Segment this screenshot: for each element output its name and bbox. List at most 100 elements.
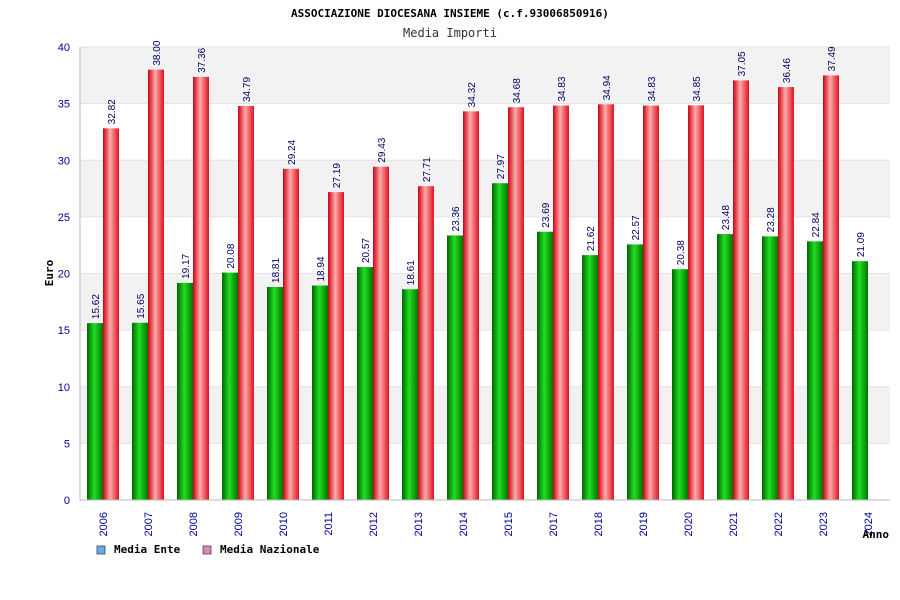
bar-media-nazionale (418, 186, 434, 500)
grid-band (80, 273, 890, 331)
bar-media-nazionale (823, 75, 839, 500)
legend-label-media-nazionale: Media Nazionale (220, 543, 320, 556)
x-tick-label: 2010 (278, 512, 290, 536)
y-tick-label: 30 (58, 155, 70, 167)
data-label-media-nazionale: 29.24 (287, 139, 298, 164)
bar-media-nazionale (283, 168, 299, 500)
x-tick-label: 2011 (323, 512, 335, 536)
data-label-media-nazionale: 34.32 (467, 82, 478, 107)
data-label-media-nazionale: 34.85 (692, 76, 703, 101)
chart-subtitle: Media Importi (403, 26, 497, 40)
x-tick-label: 2015 (503, 512, 515, 536)
bar-media-ente (132, 322, 148, 500)
grid-band (80, 160, 890, 217)
bar-media-nazionale (103, 128, 119, 500)
data-label-media-nazionale: 34.83 (647, 76, 658, 101)
bar-media-nazionale (148, 69, 164, 501)
data-label-media-nazionale: 27.71 (422, 157, 433, 182)
bar-media-nazionale (328, 192, 344, 501)
chart-title: ASSOCIAZIONE DIOCESANA INSIEME (c.f.9300… (291, 7, 609, 20)
data-label-media-ente: 23.28 (766, 207, 777, 232)
x-tick-label: 2021 (728, 512, 740, 536)
legend-label-media-ente: Media Ente (114, 543, 181, 556)
x-tick-label: 2023 (818, 512, 830, 536)
data-label-media-nazionale: 37.36 (197, 47, 208, 72)
data-label-media-ente: 23.36 (451, 206, 462, 231)
legend-swatch-media-nazionale (202, 545, 212, 555)
data-label-media-nazionale: 37.05 (737, 51, 748, 76)
bar-media-ente (312, 285, 328, 500)
y-tick-label: 10 (58, 382, 70, 394)
data-label-media-ente: 22.57 (631, 215, 642, 240)
bar-media-ente (87, 323, 103, 500)
x-axis-label: Anno (863, 528, 890, 541)
x-tick-label: 2018 (593, 512, 605, 536)
x-axis-ticks: 2006 2007 2008 2009 2010 2011 2012 2013 2014 2015… (98, 512, 875, 536)
data-label-media-nazionale: 34.83 (557, 76, 568, 101)
y-tick-label: 20 (58, 269, 70, 281)
x-tick-label: 2017 (548, 512, 560, 536)
x-tick-label: 2020 (683, 512, 695, 536)
x-tick-label: 2024 (863, 512, 875, 536)
data-label-media-ente: 21.09 (856, 232, 867, 257)
y-axis-label: Euro (43, 259, 56, 286)
bar-media-ente (357, 267, 373, 500)
x-tick-label: 2009 (233, 512, 245, 536)
bar-media-ente (582, 255, 598, 500)
bar-media-nazionale (373, 166, 389, 500)
data-label-media-ente: 20.38 (676, 240, 687, 265)
legend-swatch-media-ente (96, 545, 106, 555)
bar-media-ente (672, 269, 688, 500)
data-label-media-ente: 23.48 (721, 205, 732, 230)
data-label-media-ente: 22.84 (811, 212, 822, 237)
bars (87, 69, 868, 501)
data-label-media-ente: 20.08 (226, 243, 237, 268)
data-labels: 15.62 32.82 15.65 38.00 19.17 37.36 20.08 34.79… (91, 40, 867, 319)
grid-bands (80, 47, 890, 444)
y-tick-label: 5 (64, 438, 70, 450)
bar-media-ente (627, 244, 643, 500)
data-label-media-ente: 23.69 (541, 202, 552, 227)
bar-media-ente (177, 282, 193, 500)
x-tick-label: 2008 (188, 512, 200, 536)
data-label-media-nazionale: 34.79 (242, 77, 253, 102)
data-label-media-ente: 18.94 (316, 256, 327, 281)
data-label-media-nazionale: 37.49 (827, 46, 838, 71)
bar-media-ente (402, 289, 418, 500)
data-label-media-nazionale: 29.43 (377, 137, 388, 162)
legend: Media Ente Media Nazionale (96, 543, 320, 556)
data-label-media-ente: 15.65 (136, 293, 147, 318)
data-label-media-ente: 19.17 (181, 253, 192, 278)
data-label-media-nazionale: 32.82 (107, 99, 118, 124)
data-label-media-ente: 15.62 (91, 294, 102, 319)
bar-media-ente (447, 235, 463, 500)
bar-media-nazionale (508, 107, 524, 501)
bar-media-ente (537, 231, 553, 500)
bar-media-ente (852, 261, 868, 500)
y-tick-label: 35 (58, 99, 70, 111)
data-label-media-nazionale: 34.94 (602, 75, 613, 100)
data-label-media-nazionale: 36.46 (782, 58, 793, 83)
data-label-media-nazionale: 27.19 (332, 163, 343, 188)
x-tick-label: 2019 (638, 512, 650, 536)
bar-media-ente (762, 236, 778, 500)
data-label-media-nazionale: 38.00 (152, 40, 163, 65)
bar-media-nazionale (598, 104, 614, 500)
data-label-media-nazionale: 34.68 (512, 78, 523, 103)
bar-media-nazionale (733, 80, 749, 500)
y-tick-label: 15 (58, 325, 70, 337)
x-tick-label: 2013 (413, 512, 425, 536)
y-axis-ticks: 0 5 10 15 20 25 30 35 40 (58, 42, 70, 507)
data-label-media-ente: 27.97 (496, 154, 507, 179)
bar-media-nazionale (643, 105, 659, 501)
bar-media-ente (222, 272, 238, 500)
bar-media-nazionale (238, 106, 254, 501)
x-tick-label: 2022 (773, 512, 785, 536)
bar-media-nazionale (553, 105, 569, 501)
bar-media-ente (717, 234, 733, 501)
y-tick-label: 0 (64, 495, 70, 507)
data-label-media-ente: 18.61 (406, 260, 417, 285)
data-label-media-ente: 21.62 (586, 226, 597, 251)
data-label-media-ente: 18.81 (271, 258, 282, 283)
